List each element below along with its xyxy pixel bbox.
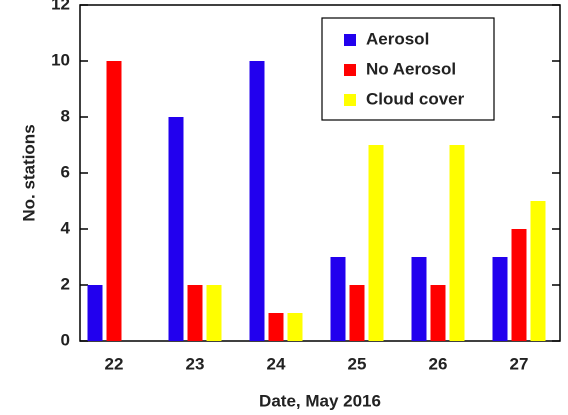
bar (330, 257, 346, 341)
bar (449, 145, 465, 341)
bar (430, 285, 446, 341)
bar (349, 285, 365, 341)
bar (287, 313, 303, 341)
legend-label: Aerosol (366, 29, 429, 48)
x-tick-label: 27 (510, 354, 529, 373)
x-tick-label: 24 (267, 354, 286, 373)
legend-label: Cloud cover (366, 89, 465, 108)
bar (87, 285, 103, 341)
legend-swatch (344, 64, 356, 76)
bar (530, 201, 546, 341)
legend-swatch (344, 94, 356, 106)
x-tick-label: 26 (429, 354, 448, 373)
bar (368, 145, 384, 341)
y-tick-label: 6 (61, 162, 70, 181)
bar (411, 257, 427, 341)
x-tick-label: 22 (105, 354, 124, 373)
bar (106, 61, 122, 341)
x-tick-label: 25 (348, 354, 367, 373)
bar (187, 285, 203, 341)
y-tick-label: 4 (61, 218, 71, 237)
x-axis-label: Date, May 2016 (259, 391, 381, 410)
y-tick-label: 0 (61, 330, 70, 349)
y-tick-label: 8 (61, 106, 70, 125)
y-tick-label: 2 (61, 274, 70, 293)
y-axis-label: No. stations (19, 124, 38, 221)
legend-swatch (344, 34, 356, 46)
bar (492, 257, 508, 341)
y-tick-label: 10 (51, 50, 70, 69)
bar (511, 229, 527, 341)
x-tick-label: 23 (186, 354, 205, 373)
bar (268, 313, 284, 341)
bar (206, 285, 222, 341)
bar (168, 117, 184, 341)
y-tick-label: 12 (51, 0, 70, 13)
bar (249, 61, 265, 341)
legend-label: No Aerosol (366, 59, 456, 78)
